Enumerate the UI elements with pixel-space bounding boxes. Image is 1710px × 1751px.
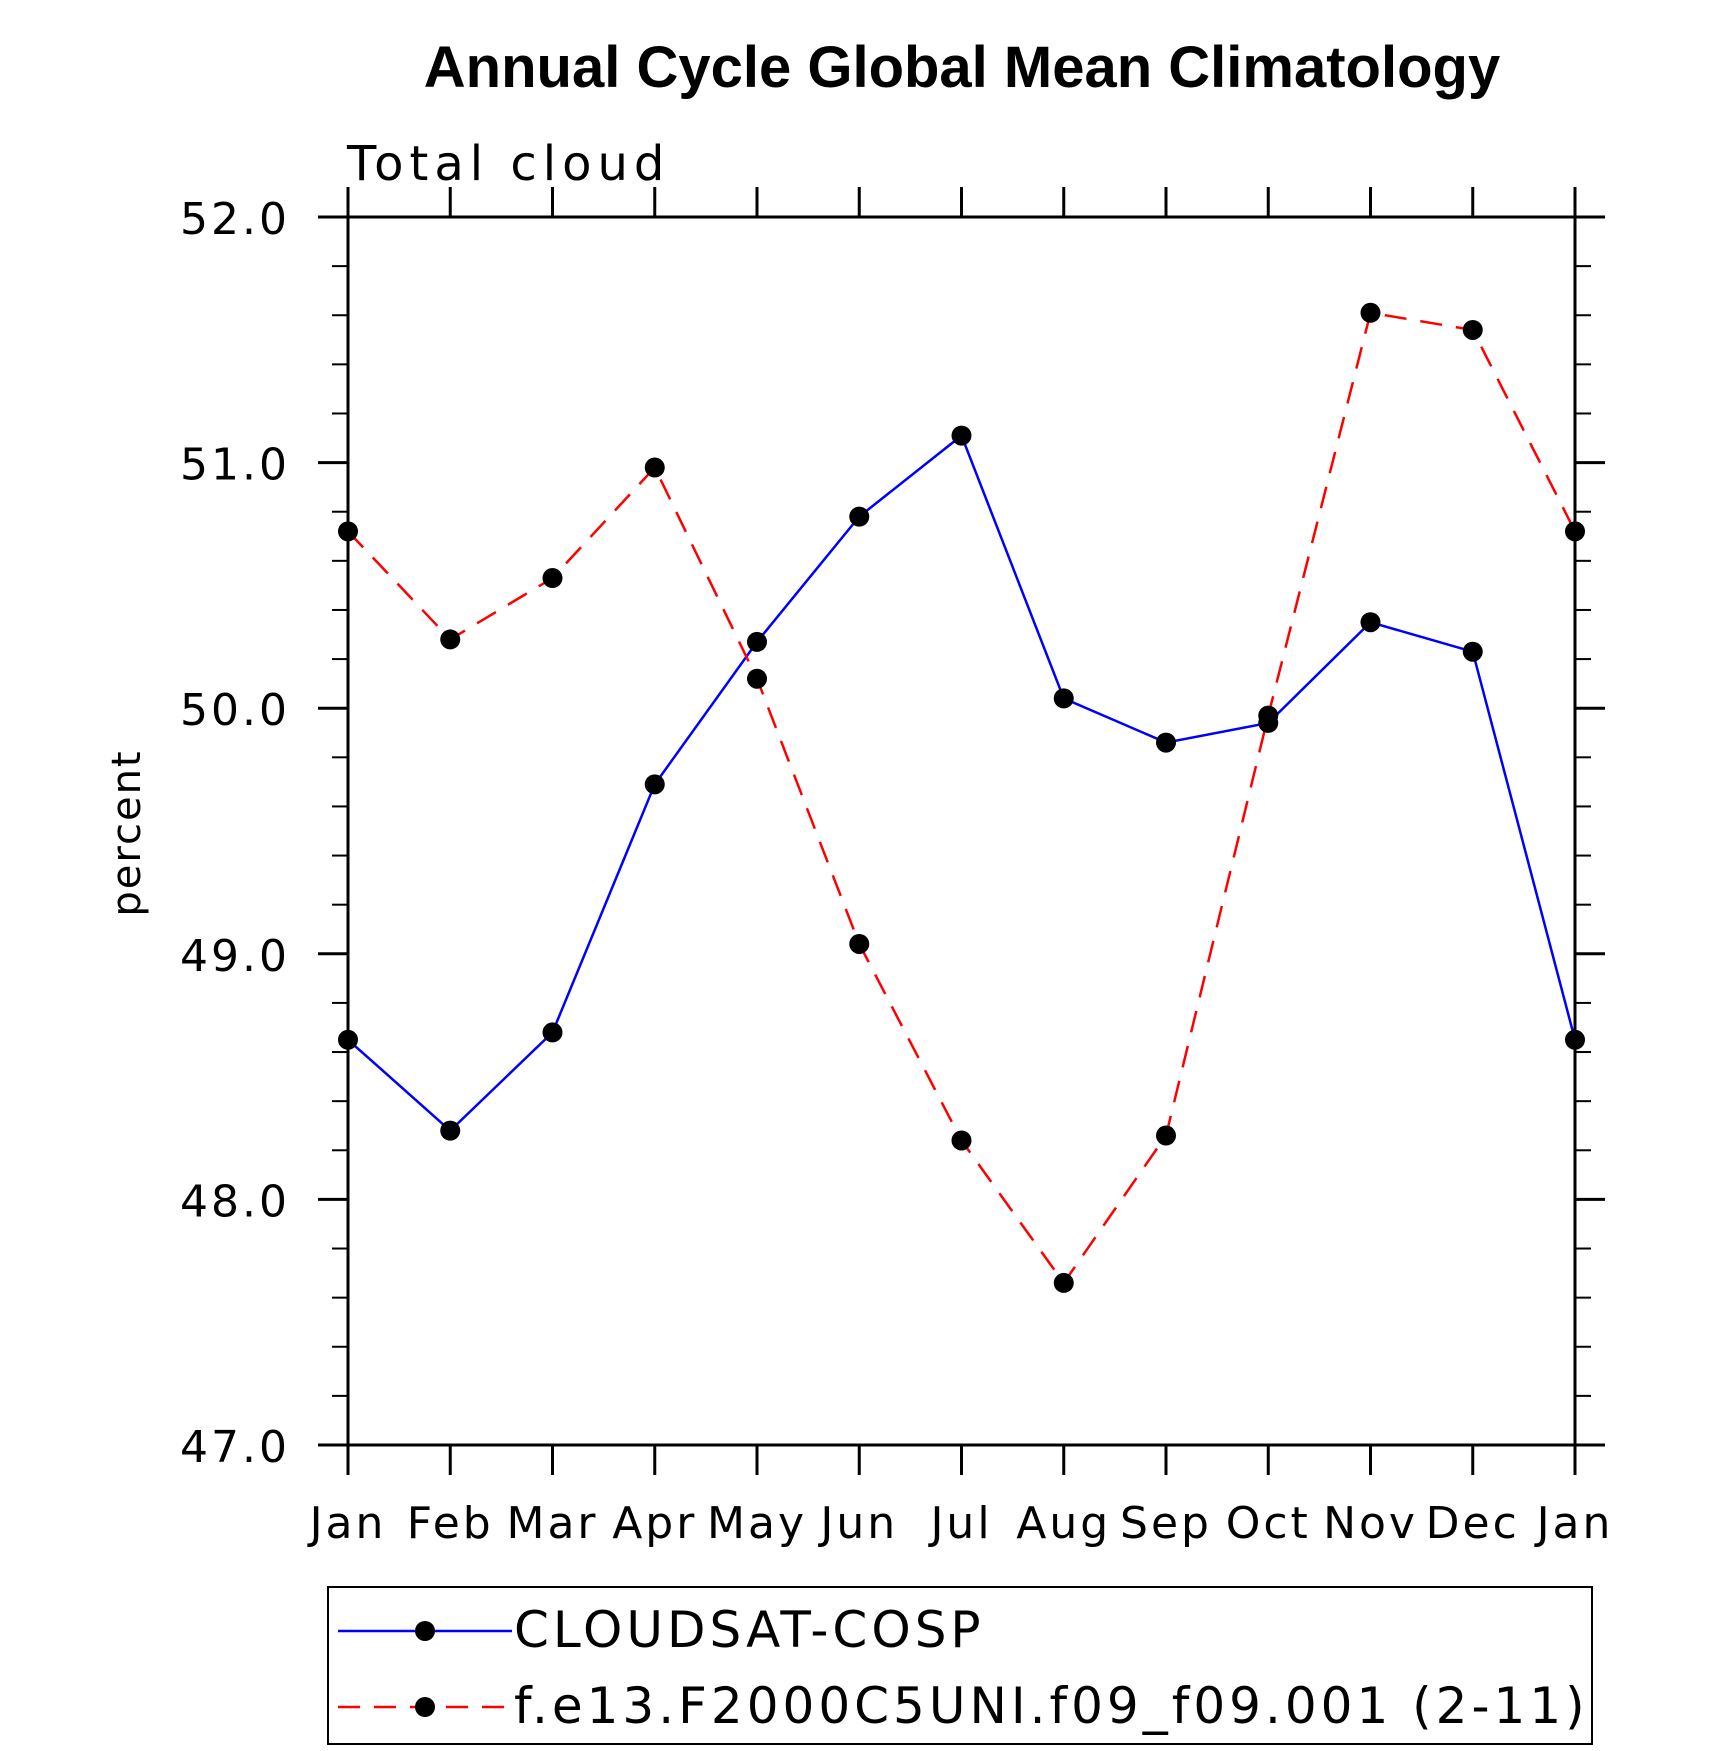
series-0-point-10 bbox=[1360, 612, 1381, 633]
series-0-point-1 bbox=[440, 1120, 461, 1141]
y-tick-label-4: 51.0 bbox=[180, 440, 290, 491]
series-line-0 bbox=[347, 433, 1577, 1133]
x-tick-label-4: May bbox=[707, 1498, 807, 1549]
series-0-point-4 bbox=[747, 631, 767, 652]
legend-box bbox=[327, 1586, 1593, 1745]
series-layer bbox=[338, 302, 1585, 1293]
y-tick-label-1: 48.0 bbox=[180, 1176, 290, 1227]
series-1-point-4 bbox=[747, 668, 767, 689]
y-tick-label-2: 49.0 bbox=[180, 931, 290, 982]
series-1-point-11 bbox=[1462, 319, 1483, 340]
y-tick-label-0: 47.0 bbox=[180, 1422, 290, 1473]
chart-subtitle: Total cloud bbox=[346, 136, 670, 192]
series-1-point-1 bbox=[440, 629, 461, 650]
series-0-point-11 bbox=[1462, 641, 1483, 662]
legend-items bbox=[338, 1621, 512, 1717]
series-0-point-7 bbox=[1053, 688, 1074, 709]
x-tick-label-7: Aug bbox=[1016, 1498, 1111, 1549]
y-axis-label: percent bbox=[104, 749, 150, 916]
x-tick-label-10: Nov bbox=[1323, 1498, 1418, 1549]
series-1-point-8 bbox=[1156, 1125, 1176, 1146]
series-1-point-7 bbox=[1053, 1272, 1074, 1293]
series-1-point-9 bbox=[1258, 705, 1279, 726]
series-0-point-8 bbox=[1156, 732, 1176, 753]
x-tick-label-6: Jul bbox=[927, 1498, 992, 1549]
chart-title: Annual Cycle Global Mean Climatology bbox=[424, 35, 1500, 100]
x-tick-label-8: Sep bbox=[1120, 1498, 1212, 1549]
series-0-point-5 bbox=[849, 506, 870, 527]
series-1-point-2 bbox=[542, 568, 563, 589]
series-1-point-6 bbox=[951, 1130, 972, 1151]
y-tick-label-5: 52.0 bbox=[180, 194, 290, 245]
series-1-point-10 bbox=[1360, 302, 1381, 323]
x-tick-label-1: Feb bbox=[407, 1498, 494, 1549]
x-tick-label-3: Apr bbox=[612, 1498, 697, 1549]
x-tick-label-5: Jun bbox=[817, 1498, 898, 1549]
x-tick-label-2: Mar bbox=[506, 1498, 598, 1549]
legend-label-model: f.e13.F2000C5UNI.f09_f09.001 (2-11) bbox=[514, 1677, 1589, 1735]
legend: CLOUDSAT-COSP f.e13.F2000C5UNI.f09_f09.0… bbox=[327, 1586, 1593, 1745]
x-tick-label-9: Oct bbox=[1226, 1498, 1311, 1549]
y-tick-labels: 47.0 48.0 49.0 50.0 51.0 52.0 bbox=[180, 194, 290, 1473]
x-tick-label-12: Jan bbox=[1534, 1498, 1614, 1549]
y-ticks bbox=[318, 215, 1605, 1447]
legend-label-cloudsat: CLOUDSAT-COSP bbox=[514, 1601, 985, 1659]
legend-marker-1 bbox=[415, 1697, 435, 1717]
series-0-point-3 bbox=[644, 774, 665, 795]
series-0-point-6 bbox=[951, 425, 972, 446]
plot-frame bbox=[346, 215, 1577, 1447]
minor-ticks bbox=[332, 265, 1591, 1397]
x-tick-labels: Jan Feb Mar Apr May Jun Jul Aug Sep Oct Nov Dec Jan bbox=[307, 1498, 1614, 1549]
x-ticks bbox=[346, 187, 1577, 1475]
x-tick-label-11: Dec bbox=[1426, 1498, 1520, 1549]
x-tick-label-0: Jan bbox=[307, 1498, 387, 1549]
y-tick-label-3: 50.0 bbox=[180, 685, 290, 736]
series-0-point-2 bbox=[542, 1022, 563, 1043]
series-1-point-5 bbox=[849, 933, 870, 954]
series-1-point-3 bbox=[644, 457, 665, 478]
legend-marker-0 bbox=[415, 1621, 435, 1641]
